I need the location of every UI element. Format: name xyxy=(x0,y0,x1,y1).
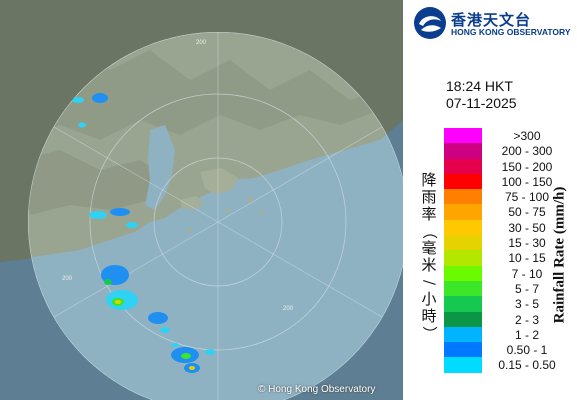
legend-title-english: Rainfall Rate (mm/h) xyxy=(551,186,568,324)
legend-label: 30 - 50 xyxy=(508,220,546,235)
range-label-southeast: 200 xyxy=(283,306,294,312)
legend-swatch xyxy=(444,357,482,373)
legend-swatch xyxy=(444,296,482,312)
legend-label: 50 - 75 xyxy=(508,205,546,220)
legend-swatch xyxy=(444,235,482,251)
observation-date: 07-11-2025 xyxy=(446,95,517,111)
legend-label: 7 - 10 xyxy=(511,266,543,281)
range-label-southwest: 200 xyxy=(62,276,73,282)
range-label-north: 200 xyxy=(196,40,207,46)
legend-row: 200 - 300 xyxy=(444,143,572,159)
legend-row: >300 xyxy=(444,128,572,144)
legend-label: 5 - 7 xyxy=(514,281,539,296)
legend-swatch xyxy=(444,311,482,327)
legend-swatch xyxy=(444,189,482,205)
legend-row: 100 - 150 xyxy=(444,173,572,190)
observatory-logo: 香港天文台 HONG KONG OBSERVATORY xyxy=(413,6,573,40)
legend-row: 150 - 200 xyxy=(444,158,572,174)
legend-label: 0.50 - 1 xyxy=(506,343,548,358)
legend-swatch xyxy=(444,280,482,297)
legend-row: 1 - 2 xyxy=(444,326,572,343)
legend-label: 2 - 3 xyxy=(514,312,539,327)
legend-label: 15 - 30 xyxy=(508,236,546,251)
logo-name-chinese: 香港天文台 xyxy=(451,11,532,29)
legend-label: 75 - 100 xyxy=(504,190,550,205)
legend-swatch xyxy=(444,326,482,343)
legend-swatch xyxy=(444,173,482,190)
legend-label: 0.15 - 0.50 xyxy=(498,358,556,373)
legend-label: 100 - 150 xyxy=(501,174,553,189)
radar-map-svg: 200 200 200 xyxy=(0,0,403,400)
legend-row: 0.15 - 0.50 xyxy=(444,357,572,373)
legend-row: 15 - 30 xyxy=(444,235,572,251)
legend-row: 75 - 100 xyxy=(444,189,572,205)
legend-swatch xyxy=(444,265,482,281)
legend-label: 3 - 5 xyxy=(514,297,539,312)
legend-label: 1 - 2 xyxy=(514,327,539,342)
hong-kong-island-group xyxy=(200,168,238,194)
legend-row: 30 - 50 xyxy=(444,219,572,236)
lantau-island xyxy=(180,196,204,210)
legend-row: 0.50 - 1 xyxy=(444,342,572,358)
observation-time: 18:24 HKT xyxy=(446,78,513,94)
legend-swatch xyxy=(444,158,482,174)
legend-row: 2 - 3 xyxy=(444,311,572,327)
legend-row: 5 - 7 xyxy=(444,280,572,297)
legend-swatch xyxy=(444,128,482,144)
observatory-emblem-icon xyxy=(414,7,446,39)
legend-row: 3 - 5 xyxy=(444,296,572,312)
legend-label: 10 - 15 xyxy=(508,251,546,266)
copyright-text: © Hong Kong Observatory xyxy=(258,384,376,395)
legend-swatch xyxy=(444,250,482,266)
legend-swatch xyxy=(444,204,482,220)
pearl-river-estuary xyxy=(145,125,175,210)
legend-swatch xyxy=(444,143,482,159)
legend-title-chinese: 降雨率（毫米 / 小時） xyxy=(420,171,439,342)
legend-label: 200 - 300 xyxy=(501,144,553,159)
radar-map: 200 200 200 © Hong Kong Observatory xyxy=(0,0,403,400)
legend-row: 10 - 15 xyxy=(444,250,572,266)
legend-swatch xyxy=(444,342,482,358)
rainfall-rate-legend: >300 200 - 300 150 - 200 100 - 150 75 - 100 5… xyxy=(444,128,572,373)
logo-name-english: HONG KONG OBSERVATORY xyxy=(451,27,571,37)
legend-swatch xyxy=(444,219,482,236)
legend-row: 50 - 75 xyxy=(444,204,572,220)
legend-panel: 香港天文台 HONG KONG OBSERVATORY 18:24 HKT 07… xyxy=(403,0,577,400)
legend-label: >300 xyxy=(513,129,541,143)
legend-row: 7 - 10 xyxy=(444,265,572,281)
legend-label: 150 - 200 xyxy=(501,159,553,174)
